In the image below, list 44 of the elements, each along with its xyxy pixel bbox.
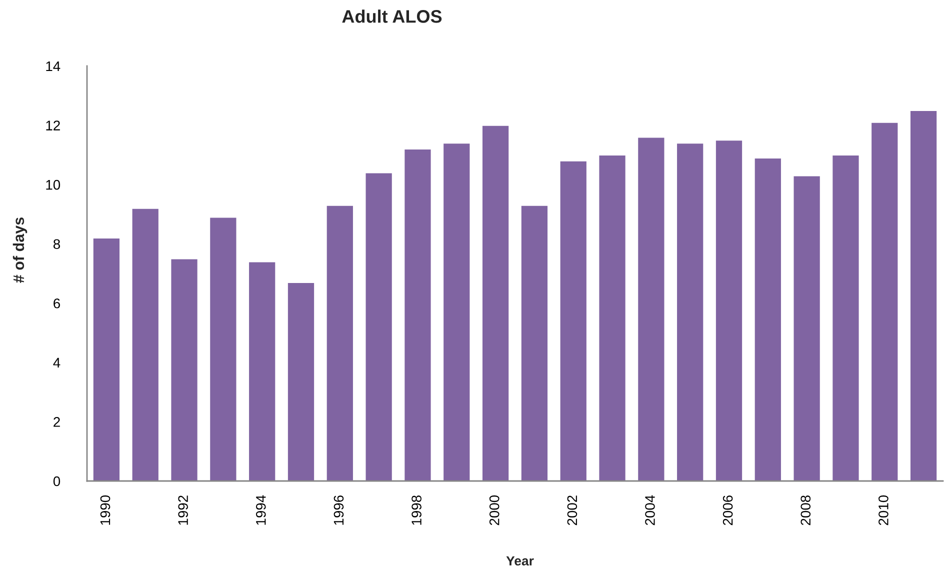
bar	[714, 140, 744, 481]
chart-title: Adult ALOS	[342, 10, 442, 23]
bar	[909, 110, 938, 481]
bar	[364, 172, 393, 481]
bar	[248, 261, 276, 481]
y-tick-label: 2	[54, 417, 60, 427]
bar	[754, 157, 782, 481]
bar	[286, 282, 316, 481]
y-tick-label: 4	[53, 358, 60, 368]
x-tick-label: 1996	[334, 495, 344, 525]
bar	[832, 154, 860, 481]
x-tick-label: 2004	[645, 495, 655, 526]
bar	[131, 208, 160, 481]
x-tick-label: 1998	[412, 495, 422, 525]
bar	[559, 160, 588, 481]
bar	[598, 154, 626, 481]
x-tick-label: 2008	[800, 495, 811, 526]
bar	[404, 148, 432, 481]
bar	[326, 204, 354, 481]
bar	[481, 124, 510, 481]
y-tick-label: 12	[46, 120, 60, 130]
bar	[870, 122, 899, 481]
x-tick-label: 2010	[878, 495, 888, 526]
y-tick-label: 14	[46, 61, 60, 72]
bar	[170, 258, 198, 481]
x-tick-label: 2000	[489, 495, 500, 526]
bar	[637, 136, 666, 481]
y-tick-label: 8	[53, 239, 60, 250]
bar	[520, 204, 549, 481]
bar	[209, 216, 238, 481]
y-axis-title: # of days	[12, 218, 28, 283]
x-tick-label: 2006	[722, 495, 733, 526]
x-axis-title: Year	[506, 556, 534, 566]
x-tick-label: 1992	[178, 496, 188, 525]
bar	[792, 175, 821, 481]
x-tick-label: 2002	[567, 496, 578, 526]
x-tick-label: 1990	[100, 495, 110, 525]
y-tick-label: 10	[46, 180, 60, 190]
bar	[92, 237, 121, 481]
y-tick-label: 6	[54, 298, 60, 308]
bar	[676, 142, 704, 481]
bar	[442, 142, 471, 481]
x-tick-label: 1994	[256, 495, 266, 525]
y-tick-label: 0	[53, 476, 60, 486]
